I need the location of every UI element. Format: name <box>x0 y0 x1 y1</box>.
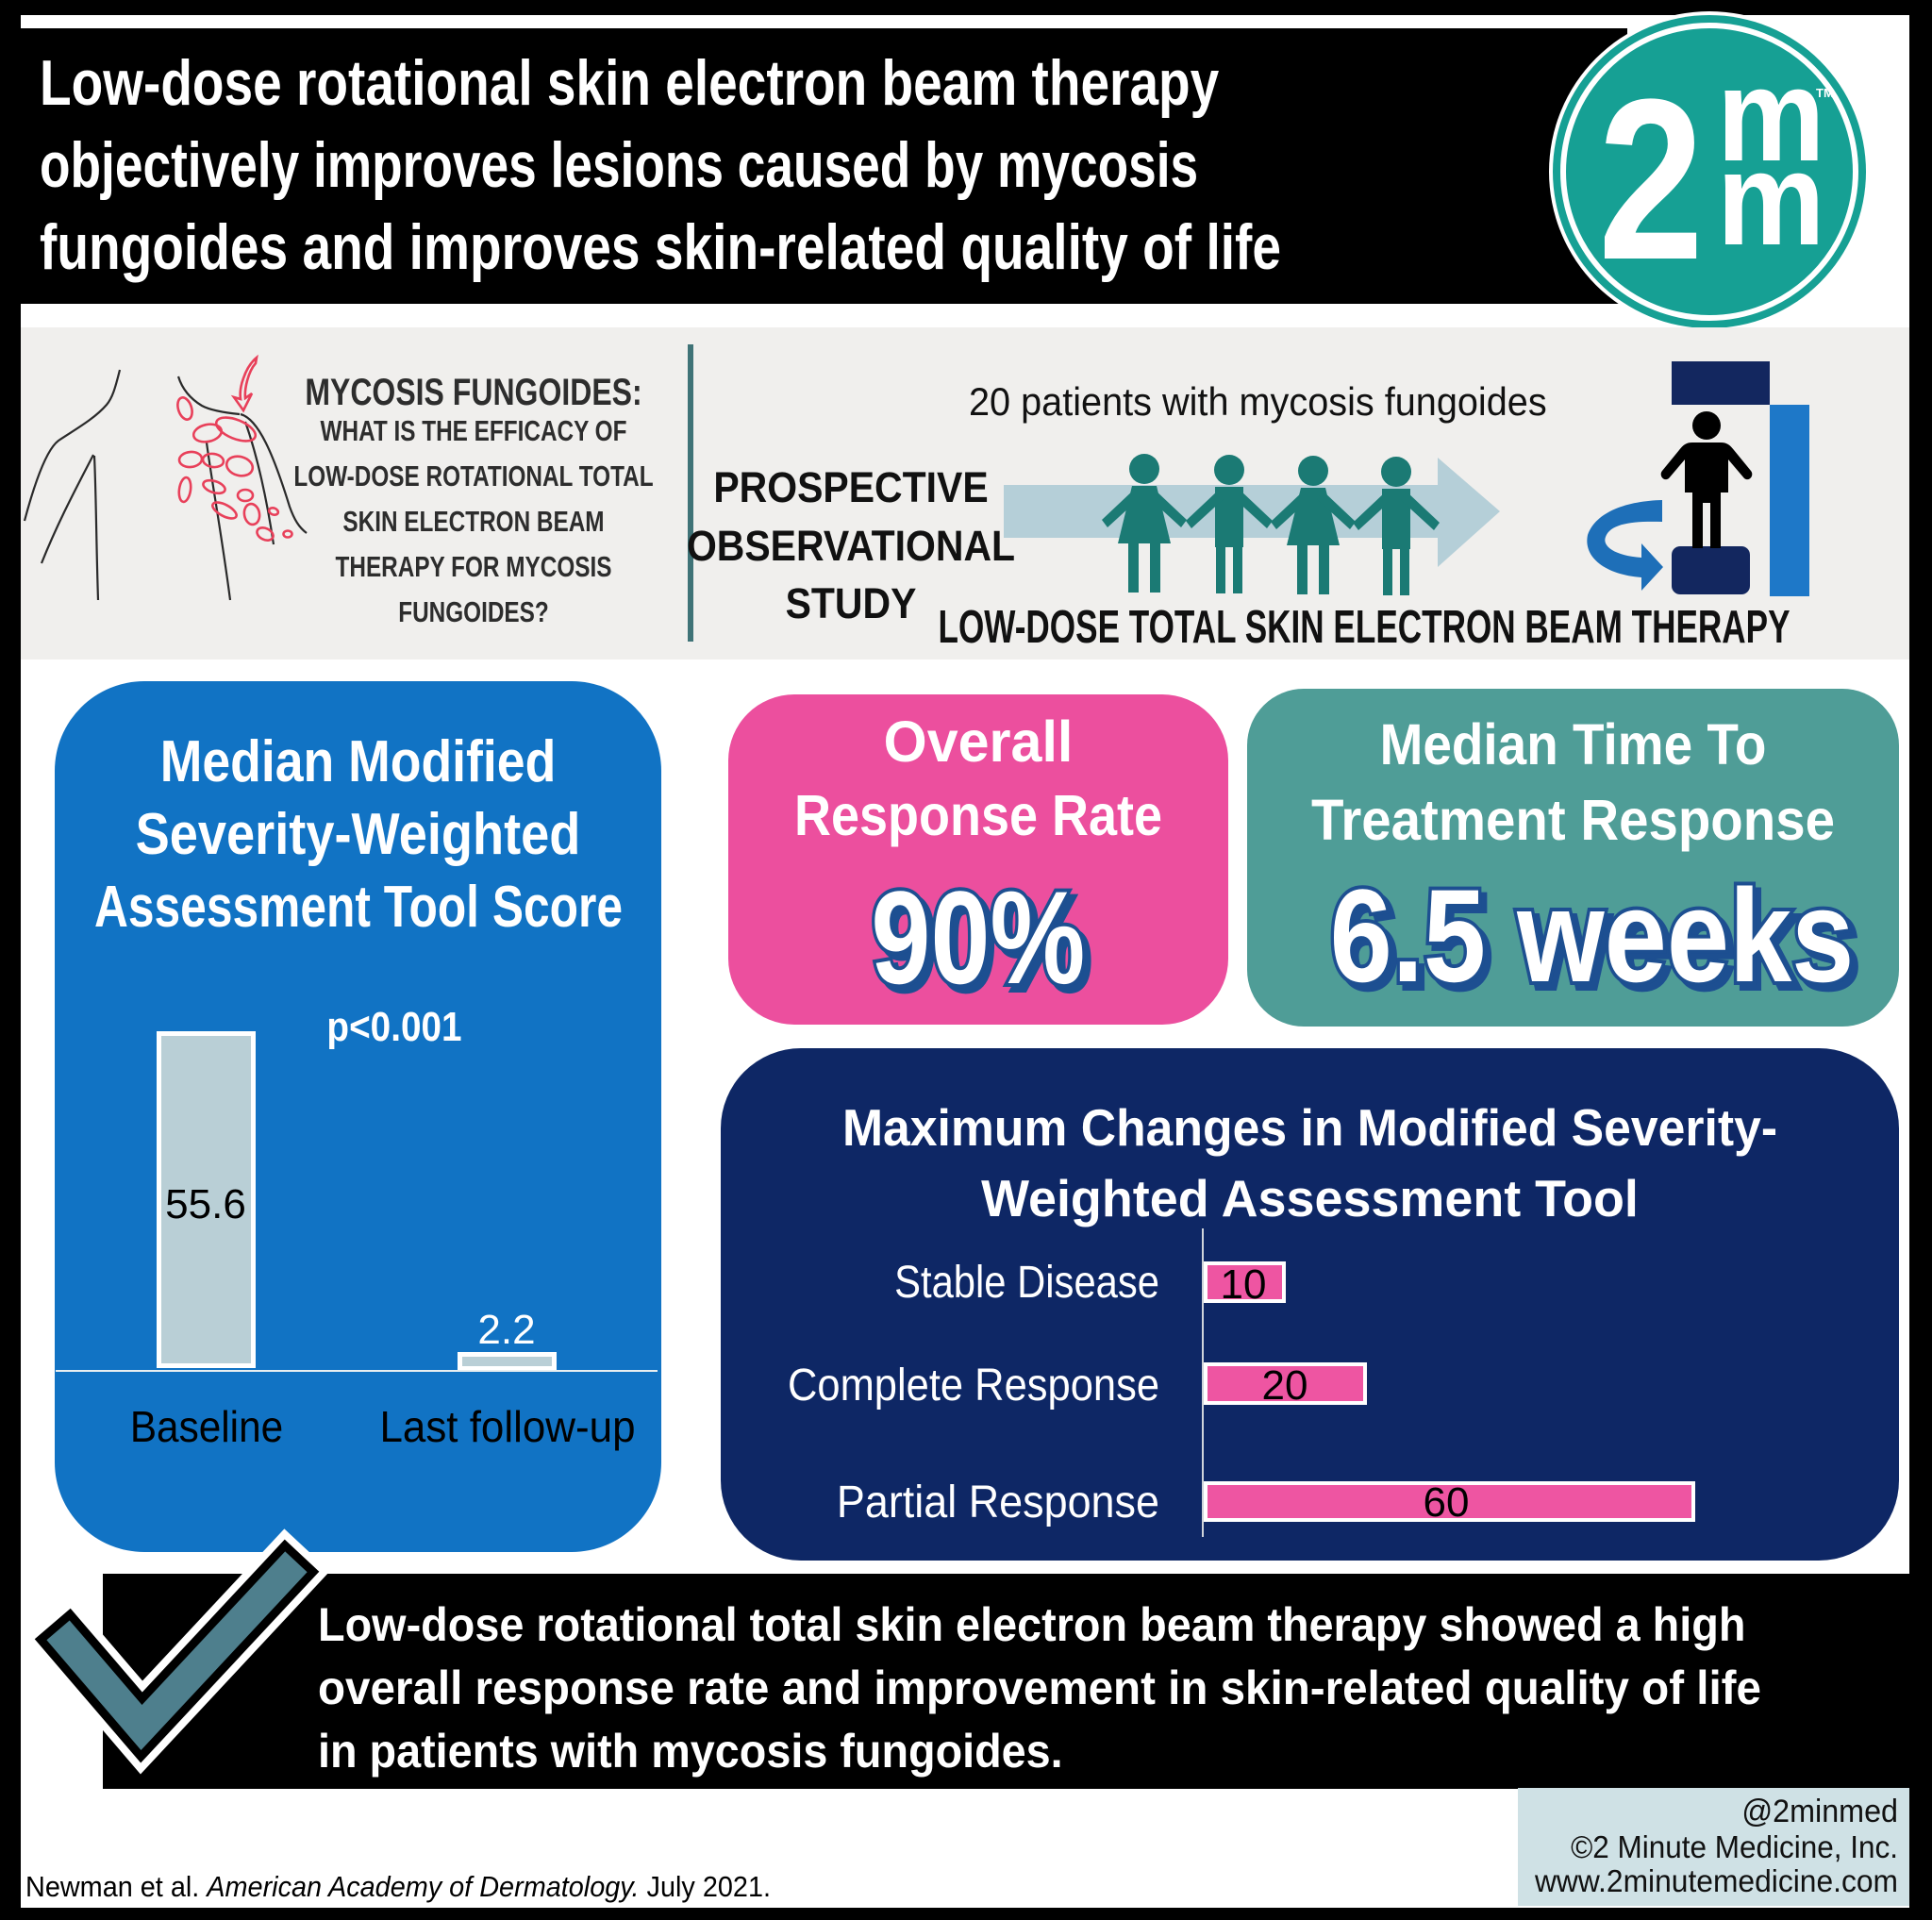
svg-text:m: m <box>1717 125 1825 273</box>
svg-text:m: m <box>1717 41 1825 189</box>
svg-text:6.5 weeks: 6.5 weeks <box>1330 861 1855 1010</box>
svg-text:2: 2 <box>1598 52 1704 308</box>
svg-text:6.5 weeks: 6.5 weeks <box>1336 867 1860 1015</box>
svg-text:TM: TM <box>1816 86 1834 100</box>
svg-text:90%: 90% <box>871 864 1085 1011</box>
svg-text:90%: 90% <box>876 870 1091 1017</box>
